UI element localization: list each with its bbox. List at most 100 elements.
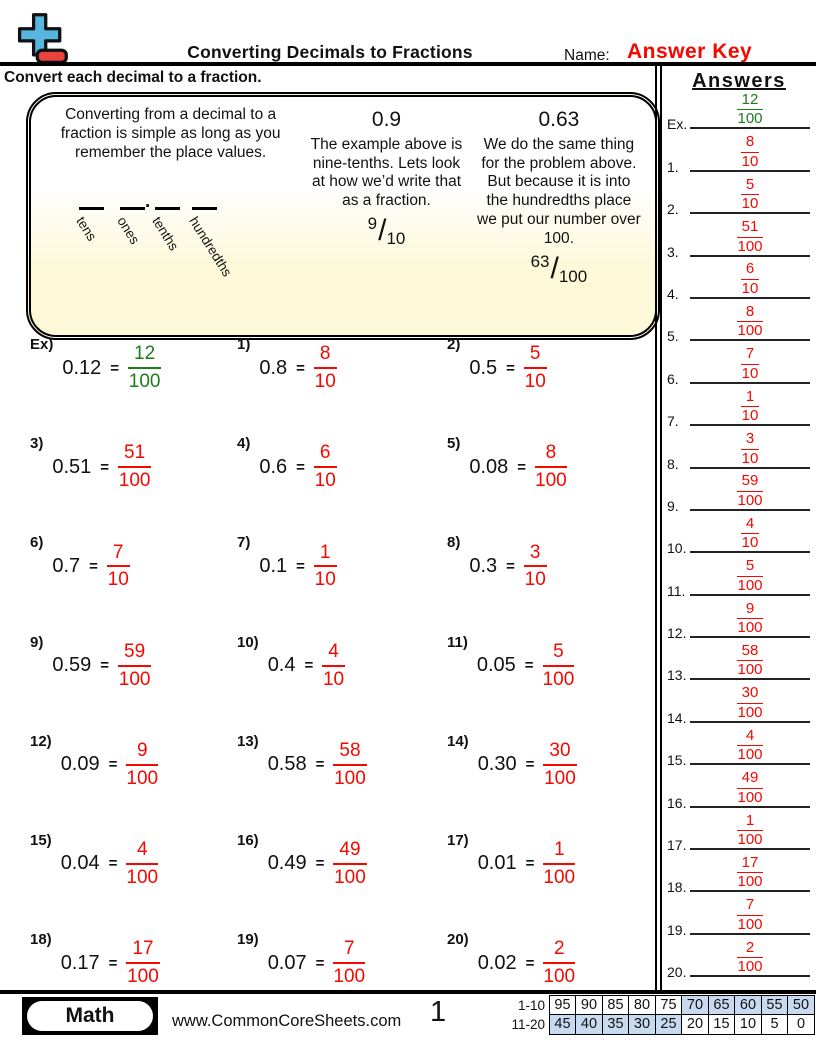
fraction-numerator: 4 (322, 641, 345, 667)
problem-number-label: 1) (237, 336, 251, 353)
fraction-numerator: 1 (313, 542, 337, 568)
fraction-denominator: 10 (314, 569, 336, 591)
answer-number-label: 4. (667, 285, 679, 302)
place-value-blank (120, 206, 145, 210)
fraction-denominator: 10 (741, 364, 759, 382)
fraction: 8 100 (737, 303, 763, 340)
score-range-label: 1-10 (517, 997, 545, 1013)
example-box: Converting from a decimal to a fraction … (26, 92, 660, 340)
fraction-denominator: 10 (314, 371, 336, 392)
answer-number-label: 12. (667, 625, 687, 642)
problem-number-label: 13) (237, 732, 259, 750)
problem-number-label: 7) (237, 534, 251, 552)
fraction: 7 100 (333, 938, 366, 988)
answer-item: 4. 6 10 (662, 261, 816, 306)
fraction-denominator: 10 (741, 195, 759, 213)
fraction-numerator: 12 (128, 343, 162, 369)
problem-number-label: 8) (447, 534, 461, 552)
fraction: 30 100 (736, 685, 764, 721)
score-row: 11-20 45 40 35 30 25 20 15 10 5 0 (503, 1014, 815, 1035)
answer-fraction-wrap: 4 10 (690, 515, 810, 553)
fraction-numerator: 8 (737, 303, 763, 323)
answer-item: Ex. 12 100 (662, 91, 816, 136)
problem-item: 6) 0.7 = 7 10 (30, 534, 237, 594)
page-title: Converting Decimals to Fractions (187, 42, 473, 62)
answer-fraction-wrap: 5 100 (690, 558, 810, 595)
fraction: 4 100 (737, 727, 763, 764)
answer-item: 2. 5 10 (662, 176, 816, 221)
problem-number-label: Ex) (30, 336, 54, 353)
fraction: 2 100 (737, 939, 763, 976)
fraction-denominator: 100 (543, 866, 576, 888)
answer-number-label: Ex. (667, 116, 688, 133)
problem-decimal: 0.7 (52, 554, 81, 577)
score-cell: 60 (734, 994, 762, 1016)
problem-decimal: 0.58 (267, 753, 307, 776)
problem-item: 12) 0.09 = 9 100 (30, 733, 237, 793)
answer-item: 8. 3 10 (662, 430, 816, 475)
answer-fraction-wrap: 1 10 (690, 388, 810, 426)
answer-fraction-wrap: 9 100 (690, 600, 810, 638)
fraction-numerator: 5 (740, 176, 760, 196)
place-value-label: ones (114, 213, 143, 247)
fraction-numerator: 7 (333, 938, 366, 965)
answer-blank-line (690, 169, 810, 172)
problem-item: 5) 0.08 = 8 100 (447, 435, 655, 495)
answer-number-label: 11. (667, 582, 686, 599)
place-value-label: tenths (149, 213, 182, 253)
answer-item: 9. 59 100 (662, 473, 816, 518)
answer-blank-line (690, 636, 810, 639)
example-text-2: We do the same thing for the problem abo… (477, 135, 641, 248)
fraction-numerator: 3 (523, 542, 547, 568)
equals-sign: = (525, 954, 535, 972)
problem-item: 17) 0.01 = 1 100 (447, 832, 655, 892)
score-cell: 20 (681, 1014, 709, 1035)
fraction: 6 10 (740, 261, 760, 297)
answer-blank-line (690, 763, 810, 766)
fraction-denominator: 100 (558, 267, 588, 287)
problem-item: 20) 0.02 = 2 100 (447, 931, 655, 991)
fraction-numerator: 4 (737, 727, 763, 747)
fraction-numerator: 6 (740, 261, 760, 280)
answer-blank-line (690, 381, 810, 384)
fraction-numerator: 49 (736, 770, 764, 789)
equals-sign: = (304, 657, 314, 675)
score-cell: 10 (734, 1014, 762, 1035)
fraction-denominator: 10 (741, 407, 759, 425)
name-value-answer-key: Answer Key (627, 40, 753, 63)
footer: Math www.CommonCoreSheets.com 1 1-10 95 90… (0, 990, 816, 1056)
fraction-numerator: 7 (737, 897, 763, 916)
answer-fraction-wrap: 49 100 (690, 770, 810, 807)
fraction-denominator: 10 (107, 569, 129, 591)
answer-number-label: 6. (667, 370, 679, 387)
equals-sign: = (296, 458, 305, 476)
fraction-numerator: 5 (523, 343, 547, 369)
equals-sign: = (100, 458, 110, 476)
fraction-denominator: 100 (118, 668, 151, 690)
problem-item: 14) 0.30 = 30 100 (447, 733, 655, 793)
problem-decimal: 0.30 (477, 753, 517, 776)
fraction-denominator: 10 (314, 470, 336, 492)
problem-number-label: 18) (30, 931, 52, 949)
fraction-denominator: 100 (542, 668, 575, 690)
answer-blank-line (690, 932, 810, 935)
fraction: 1 100 (737, 812, 763, 849)
equals-sign: = (108, 855, 118, 873)
fraction-denominator: 100 (737, 746, 763, 764)
fraction-denominator: 100 (535, 470, 567, 492)
main-area: Convert each decimal to a fraction. Conv… (0, 66, 816, 990)
problem-item: 2) 0.5 = 5 10 (447, 336, 655, 396)
score-cell: 80 (628, 994, 656, 1016)
fraction-numerator: 30 (736, 685, 764, 704)
problem-number-label: 5) (447, 435, 461, 453)
answer-item: 16. 49 100 (662, 770, 816, 814)
decimal-point-dot: . (145, 190, 151, 212)
instruction-text: Convert each decimal to a fraction. (4, 69, 262, 86)
fraction-slash: / (378, 214, 387, 248)
answer-item: 17. 1 100 (662, 812, 816, 857)
problem-item: Ex) 0.12 = 12 100 (30, 336, 237, 396)
fraction-denominator: 100 (334, 866, 366, 888)
fraction-numerator: 49 (333, 839, 367, 865)
equals-sign: = (506, 359, 515, 377)
